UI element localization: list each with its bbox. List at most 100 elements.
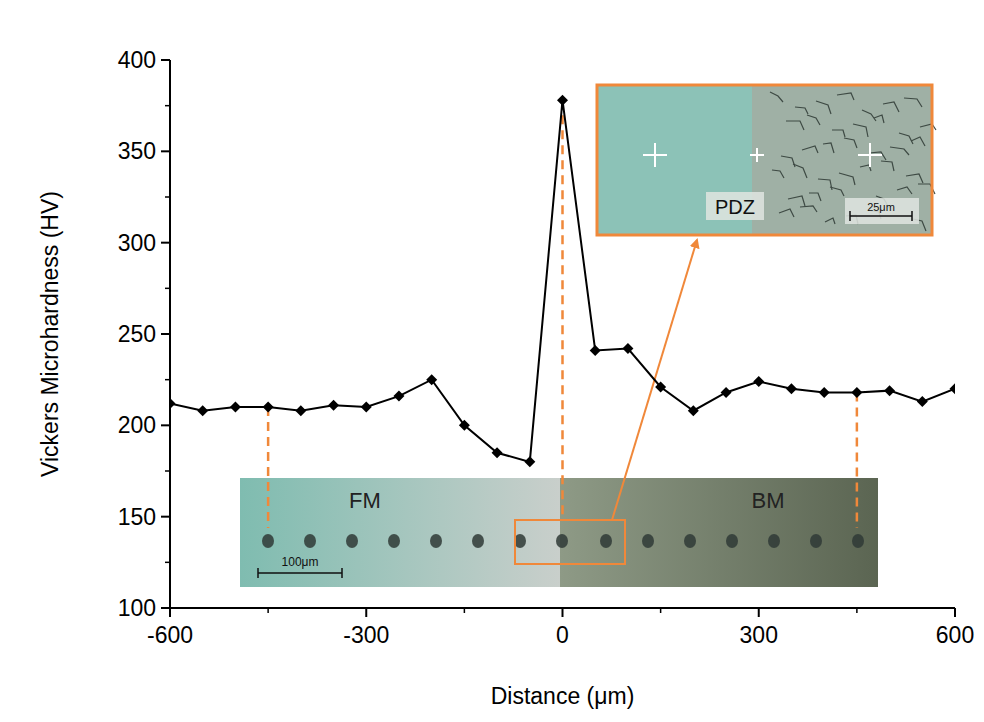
data-point: [197, 405, 208, 416]
indent: [262, 534, 274, 548]
data-point: [328, 400, 339, 411]
data-point: [819, 387, 830, 398]
y-tick-label: 300: [118, 230, 156, 256]
fm-micrograph: [240, 478, 560, 587]
y-minor-tick: [165, 196, 170, 198]
texture: [906, 174, 923, 183]
indent: [430, 534, 442, 548]
texture: [795, 107, 808, 114]
y-axis-title: Vickers Microhardness (HV): [37, 191, 63, 477]
y-tick: [161, 333, 170, 335]
series-line: [170, 100, 955, 462]
label-fm: FM: [349, 488, 381, 513]
x-axis-title: Distance (μm): [491, 683, 635, 709]
texture: [883, 102, 899, 112]
texture: [800, 206, 817, 212]
y-minor-tick: [165, 288, 170, 290]
data-point: [655, 381, 666, 392]
indent: [600, 534, 612, 548]
data-point: [524, 456, 535, 467]
texture: [825, 218, 835, 224]
indent: [684, 534, 696, 548]
x-tick-label: -300: [343, 622, 389, 648]
indent: [642, 534, 654, 548]
texture: [853, 124, 868, 137]
indent: [388, 534, 400, 548]
label-bm: BM: [752, 488, 785, 513]
scale-bar: [258, 568, 342, 578]
chart: FMBMPDZ100μm25μm100150200250300350400-60…: [0, 0, 984, 722]
data-point: [230, 402, 241, 413]
texture: [920, 124, 936, 130]
label-patch: [706, 192, 764, 220]
data-point: [361, 402, 372, 413]
y-tick-label: 200: [118, 412, 156, 438]
scale-label: 100μm: [282, 555, 319, 569]
texture: [786, 121, 804, 130]
data-point: [393, 391, 404, 402]
y-tick-label: 100: [118, 595, 156, 621]
data-point: [884, 385, 895, 396]
texture: [862, 110, 876, 121]
texture: [832, 130, 845, 137]
texture: [779, 209, 794, 217]
x-minor-tick: [464, 608, 466, 613]
data-point: [721, 387, 732, 398]
x-minor-tick: [856, 608, 858, 613]
indent: [472, 534, 484, 548]
texture: [818, 179, 832, 190]
x-tick: [562, 608, 564, 617]
x-tick-label: 300: [740, 622, 778, 648]
texture: [770, 92, 783, 102]
zoom-pdz: [752, 85, 932, 235]
label-pdz: PDZ: [715, 196, 755, 218]
y-minor-tick: [165, 562, 170, 564]
texture: [837, 93, 854, 100]
x-tick: [954, 608, 956, 617]
data-point: [426, 374, 437, 385]
indent: [750, 148, 764, 162]
data-point: [557, 95, 568, 106]
indent: [726, 534, 738, 548]
scale-label: 25μm: [867, 201, 895, 213]
y-minor-tick: [165, 379, 170, 381]
texture: [890, 147, 909, 155]
texture: [899, 133, 913, 144]
y-tick: [161, 150, 170, 152]
texture: [897, 187, 912, 194]
data-point: [170, 398, 176, 409]
texture: [772, 170, 784, 178]
reference-line: [561, 100, 564, 520]
data-point: [786, 383, 797, 394]
data-point: [492, 447, 503, 458]
reference-line: [856, 392, 859, 528]
texture: [802, 146, 818, 153]
texture: [823, 143, 834, 153]
indent: [643, 143, 667, 167]
data-point: [950, 383, 956, 394]
texture: [788, 196, 805, 206]
y-tick: [161, 424, 170, 426]
indent: [852, 534, 864, 548]
texture: [807, 115, 820, 125]
data-point: [263, 402, 274, 413]
y-tick: [161, 516, 170, 518]
data-point: [622, 343, 633, 354]
data-point: [295, 405, 306, 416]
y-tick: [161, 59, 170, 61]
texture: [881, 161, 894, 171]
indent: [810, 534, 822, 548]
zoom-frame: [597, 85, 932, 235]
texture: [839, 173, 855, 185]
bm-micrograph: [560, 478, 878, 587]
data-point: [590, 345, 601, 356]
texture: [844, 138, 857, 148]
plot-area: [170, 95, 955, 468]
y-tick-label: 350: [118, 138, 156, 164]
x-tick: [365, 608, 367, 617]
x-tick-label: 600: [936, 622, 974, 648]
indent: [858, 143, 882, 167]
label-patch: [845, 198, 919, 224]
data-point: [753, 376, 764, 387]
x-tick: [169, 608, 171, 617]
